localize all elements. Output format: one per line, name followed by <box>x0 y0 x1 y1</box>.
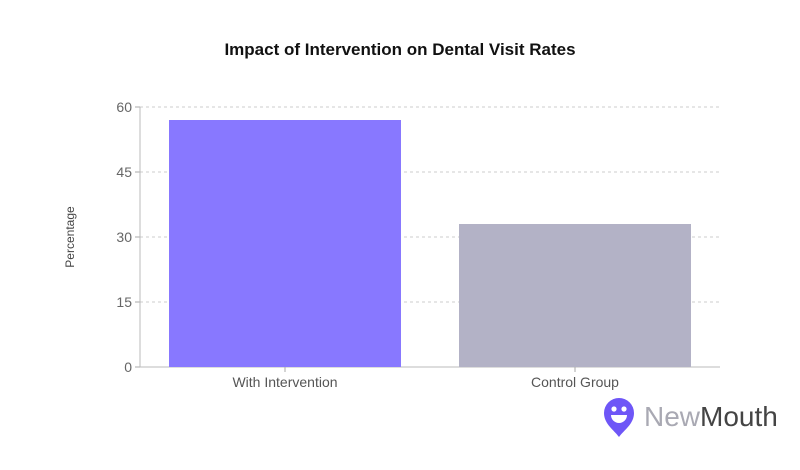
logo-text-new: New <box>644 401 701 432</box>
y-tick-label: 15 <box>116 294 132 310</box>
bar-with-intervention <box>169 120 401 367</box>
smiley-pin-icon <box>604 398 634 437</box>
y-tick-label: 0 <box>124 359 132 375</box>
logo-text-mouth: Mouth <box>700 401 778 432</box>
chart-title: Impact of Intervention on Dental Visit R… <box>224 40 576 59</box>
y-tick-label: 45 <box>116 164 132 180</box>
newmouth-logo: New Mouth <box>602 396 778 438</box>
y-tick-label: 30 <box>116 229 132 245</box>
y-tick-label: 60 <box>116 99 132 115</box>
x-tick-label: With Intervention <box>232 374 337 390</box>
bar-control-group <box>459 224 691 367</box>
x-tick-label: Control Group <box>531 374 619 390</box>
